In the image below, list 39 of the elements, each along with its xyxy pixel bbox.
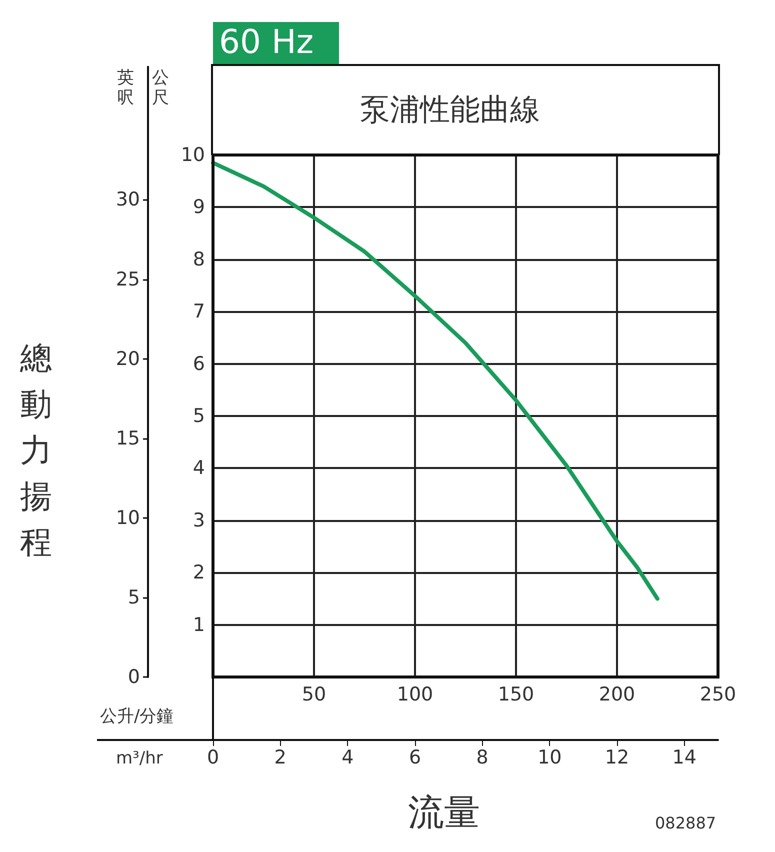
x-tick-label: 200: [598, 684, 636, 706]
y-tick-label: 3: [192, 509, 205, 532]
y2-tick-label: 10: [116, 506, 140, 529]
y2-tick-label: 25: [116, 268, 140, 290]
chart-subtitle: 60 Hz: [219, 22, 314, 61]
x2-tick-label: 12: [604, 746, 630, 768]
x2-tick-label: 10: [538, 746, 562, 768]
y2-tick-label: 20: [116, 348, 140, 370]
x2-tick-label: 8: [476, 746, 488, 768]
y-tick-label: 1: [192, 614, 205, 636]
x-tick-label: 150: [498, 684, 534, 706]
y-tick-label: 10: [180, 144, 205, 166]
y-tick-label: 5: [192, 405, 205, 427]
y-tick-label: 4: [192, 457, 205, 480]
text: 總動力揚程: [19, 339, 52, 561]
y-axis-title: 公尺: [152, 68, 169, 108]
y-tick-label: 2: [192, 562, 205, 584]
x2-tick-label: 2: [274, 746, 286, 768]
y-tick-label: 6: [192, 352, 205, 375]
x-axis-title: 公升/分鐘: [100, 706, 174, 726]
y2-tick-label: 5: [128, 586, 140, 608]
y-tick-label: 9: [192, 196, 205, 218]
text: 082887: [655, 814, 716, 832]
x-tick-label: 100: [396, 684, 434, 706]
chart-title: 泵浦性能曲線: [360, 92, 540, 128]
x2-tick-label: 0: [206, 746, 220, 768]
x2-tick-label: 6: [408, 746, 422, 768]
x-tick-label: 50: [302, 684, 326, 706]
x-tick-label: 250: [700, 684, 736, 706]
y2-tick-label: 0: [128, 666, 140, 688]
y-tick-label: 8: [192, 248, 205, 270]
text: 流量: [408, 792, 480, 834]
x2-axis-title: m³/hr: [116, 748, 163, 768]
x2-tick-label: 4: [342, 746, 354, 768]
y2-tick-label: 15: [116, 427, 140, 450]
y2-axis-title: 英呎: [117, 68, 134, 108]
y-tick-label: 7: [192, 300, 205, 323]
x2-tick-label: 14: [672, 746, 696, 768]
y2-tick-label: 30: [116, 188, 140, 211]
